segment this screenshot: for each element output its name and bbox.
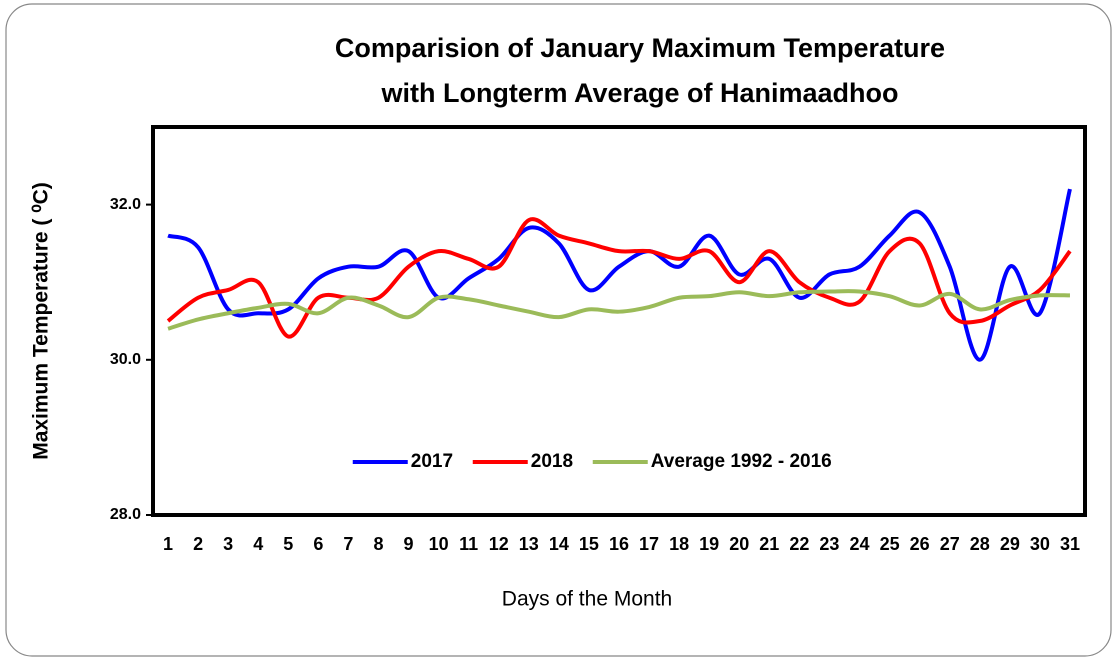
x-tick-label: 16: [609, 534, 629, 554]
x-tick-label: 2: [193, 534, 203, 554]
legend-label: Average 1992 - 2016: [651, 451, 832, 472]
x-tick-label: 5: [283, 534, 293, 554]
line-series: [167, 188, 1072, 362]
x-tick-label: 10: [429, 534, 449, 554]
x-tick-label: 1: [163, 534, 173, 554]
chart-title: with Longterm Average of Hanimaadhoo: [380, 78, 898, 108]
x-tick-label: 4: [253, 534, 263, 554]
x-tick-label: 13: [519, 534, 539, 554]
x-tick-label: 30: [1030, 534, 1050, 554]
legend-label: 2018: [531, 451, 573, 472]
y-tick-label: 28.0: [110, 506, 141, 523]
plot-border: [151, 125, 1087, 517]
x-tick-label: 22: [789, 534, 809, 554]
x-tick-label: 12: [489, 534, 509, 554]
x-tick-label: 8: [373, 534, 383, 554]
frame: [5, 3, 1112, 657]
legend-label: 2017: [411, 451, 453, 472]
x-tick-label: 28: [970, 534, 990, 554]
x-tick-label: 11: [459, 534, 478, 554]
x-tick-label: 7: [343, 534, 353, 554]
x-tick-label: 24: [850, 534, 870, 554]
x-tick-label: 6: [313, 534, 323, 554]
x-tick-label: 15: [579, 534, 599, 554]
x-tick-label: 17: [639, 534, 659, 554]
x-tick-label: 14: [549, 534, 569, 554]
x-tick-label: 31: [1060, 534, 1080, 554]
x-axis-label: Days of the Month: [502, 588, 672, 611]
y-axis-label: Maximum Temperature ( ⁰C): [30, 182, 53, 460]
x-tick-label: 21: [759, 534, 779, 554]
y-tick-label: 32.0: [110, 196, 141, 213]
x-tick-label: 25: [880, 534, 900, 554]
x-tick-label: 26: [910, 534, 930, 554]
chart-title: Comparision of January Maximum Temperatu…: [335, 33, 945, 63]
x-tick-label: 3: [223, 534, 233, 554]
x-tick-label: 29: [1000, 534, 1020, 554]
x-tick-label: 23: [819, 534, 839, 554]
x-tick-label: 20: [729, 534, 749, 554]
x-tick-label: 18: [669, 534, 689, 554]
x-tick-label: 9: [404, 534, 414, 554]
line-series: [167, 289, 1070, 331]
y-tick-label: 30.0: [110, 351, 141, 368]
x-tick-label: 19: [699, 534, 719, 554]
x-tick-label: 27: [940, 534, 960, 554]
line-series: [166, 217, 1072, 339]
